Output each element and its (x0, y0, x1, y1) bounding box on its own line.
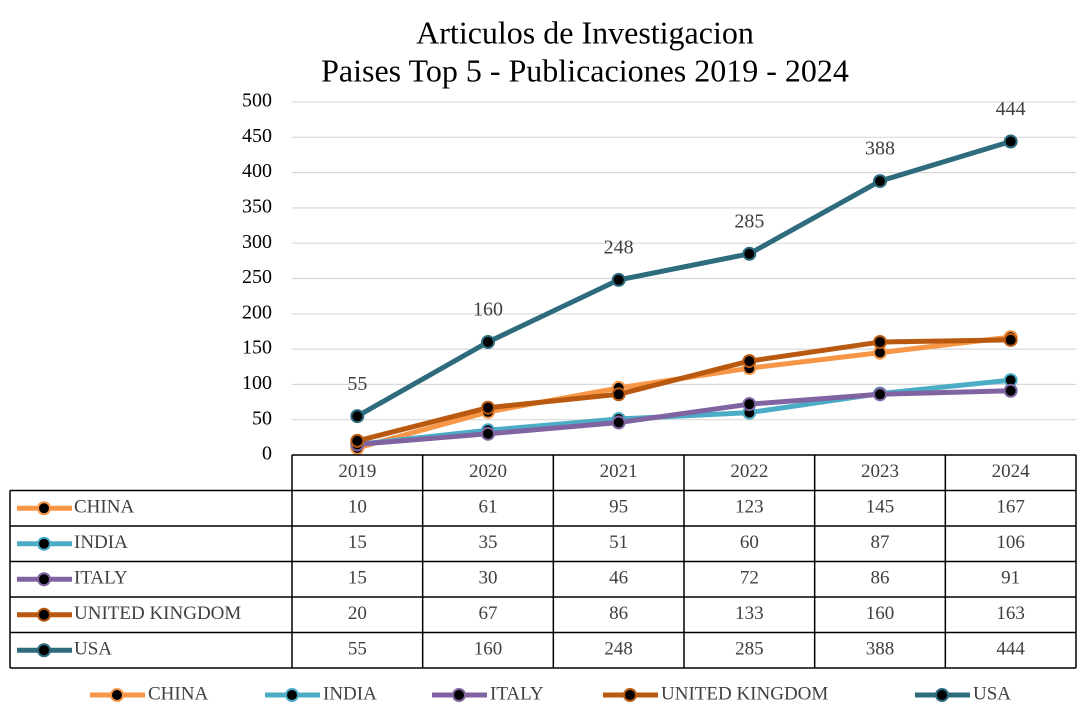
marker (742, 397, 757, 412)
table-legend-key-marker (37, 536, 51, 551)
x-tick-label: 2022 (730, 461, 768, 482)
marker (873, 174, 887, 189)
marker (742, 246, 757, 261)
y-tick-label: 250 (242, 266, 272, 288)
data-label: 248 (604, 237, 634, 259)
marker (481, 426, 495, 441)
table-cell: 285 (735, 639, 764, 660)
y-tick-label: 300 (242, 231, 272, 253)
legend-key-marker (110, 688, 124, 702)
table-cell: 248 (604, 639, 633, 660)
table-row-label: USA (74, 639, 112, 660)
table-cell: 86 (609, 603, 628, 624)
marker (350, 433, 365, 448)
legend-label: USA (973, 683, 1011, 704)
table-cell: 67 (479, 603, 498, 624)
x-tick-label: 2024 (992, 461, 1031, 482)
data-label: 285 (734, 210, 764, 232)
series-line (356, 139, 1012, 419)
y-tick-label: 400 (242, 160, 272, 182)
marker (1003, 134, 1018, 149)
x-tick-label: 2023 (861, 461, 899, 482)
table-legend-key-marker (37, 572, 51, 587)
table-cell: 163 (996, 603, 1025, 624)
table-cell: 51 (609, 532, 628, 553)
table-cell: 95 (609, 497, 628, 518)
marker (873, 335, 887, 350)
marker (611, 387, 626, 402)
table-cell: 160 (866, 603, 895, 624)
marker (1003, 332, 1018, 347)
table-cell: 91 (1001, 568, 1020, 589)
marker (1003, 383, 1018, 398)
y-tick-label: 0 (262, 443, 272, 465)
marker (873, 387, 887, 402)
table-cell: 15 (348, 568, 367, 589)
table-cell: 20 (348, 603, 367, 624)
legend-label: CHINA (148, 683, 208, 704)
table-legend-key-marker (37, 643, 51, 658)
marker (481, 335, 495, 350)
legend-label: UNITED KINGDOM (661, 683, 828, 704)
table-legend-key-marker (37, 501, 51, 516)
legend-key-marker (452, 688, 466, 702)
table-cell: 133 (735, 603, 764, 624)
series-line (357, 388, 1011, 447)
y-tick-label: 450 (242, 125, 272, 147)
y-tick-label: 100 (242, 372, 272, 394)
table-row-label: INDIA (74, 532, 128, 553)
data-label: 160 (473, 299, 503, 321)
marker (742, 354, 757, 369)
table-legend-key-marker (37, 607, 51, 622)
marker (611, 415, 626, 430)
legend-key-marker (285, 688, 299, 702)
table-cell: 30 (479, 568, 498, 589)
table-cell: 160 (474, 639, 503, 660)
table-cell: 145 (866, 497, 895, 518)
table-cell: 444 (996, 639, 1025, 660)
legend-label: ITALY (490, 683, 544, 704)
table-row-label: UNITED KINGDOM (74, 603, 241, 624)
table-row-label: CHINA (74, 497, 134, 518)
marker (481, 400, 495, 415)
y-tick-label: 200 (242, 301, 272, 323)
data-label: 55 (347, 373, 367, 395)
table-cell: 86 (871, 568, 890, 589)
table-cell: 123 (735, 497, 764, 518)
y-tick-label: 350 (242, 195, 272, 217)
table-cell: 60 (740, 532, 759, 553)
table-cell: 15 (348, 532, 367, 553)
data-label: 444 (996, 98, 1026, 120)
table-cell: 87 (871, 532, 890, 553)
marker (350, 409, 365, 424)
x-tick-label: 2019 (338, 461, 376, 482)
legend-key-marker (623, 688, 637, 702)
data-label: 388 (865, 138, 895, 160)
table-row-label: ITALY (74, 568, 128, 589)
y-tick-label: 150 (242, 337, 272, 359)
x-tick-label: 2020 (469, 461, 507, 482)
chart-subtitle: Paises Top 5 - Publicaciones 2019 - 2024 (321, 52, 849, 88)
y-tick-label: 500 (242, 90, 272, 112)
table-cell: 167 (996, 497, 1025, 518)
legend-label: INDIA (323, 683, 377, 704)
table-cell: 106 (996, 532, 1025, 553)
table-cell: 72 (740, 568, 759, 589)
series-line (356, 337, 1011, 444)
table-cell: 35 (479, 532, 498, 553)
x-tick-label: 2021 (600, 461, 638, 482)
table-cell: 55 (348, 639, 367, 660)
table-cell: 388 (866, 639, 895, 660)
table-cell: 46 (609, 568, 628, 589)
y-tick-label: 50 (252, 407, 272, 429)
table-cell: 10 (348, 497, 367, 518)
chart-title: Articulos de Investigacion (416, 14, 754, 50)
table-cell: 61 (479, 497, 498, 518)
legend-key-marker (935, 688, 949, 702)
marker (611, 272, 626, 287)
